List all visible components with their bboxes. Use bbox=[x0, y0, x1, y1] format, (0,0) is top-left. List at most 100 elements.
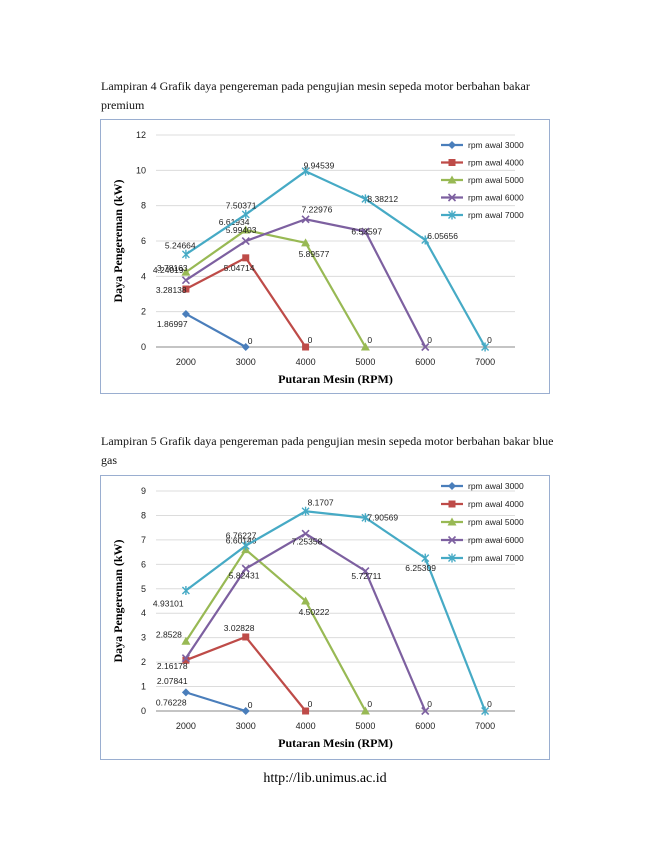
data-label: 6.60148 bbox=[226, 536, 257, 546]
data-point bbox=[181, 276, 190, 285]
legend-item: rpm awal 4000 bbox=[441, 499, 524, 509]
caption-lampiran-5: Lampiran 5 Grafik daya pengereman pada p… bbox=[101, 434, 554, 467]
y-tick-label: 4 bbox=[141, 271, 146, 281]
y-tick-label: 1 bbox=[141, 682, 146, 692]
y-tick-label: 12 bbox=[136, 130, 146, 140]
y-tick-label: 5 bbox=[141, 584, 146, 594]
y-tick-label: 10 bbox=[136, 165, 146, 175]
data-label: 1.86997 bbox=[157, 319, 188, 329]
y-tick-label: 2 bbox=[141, 657, 146, 667]
legend-item: rpm awal 3000 bbox=[441, 140, 524, 150]
data-point bbox=[241, 237, 250, 246]
series-line bbox=[185, 510, 487, 712]
y-tick-label: 6 bbox=[141, 236, 146, 246]
y-axis-title: Daya Pengereman (kW) bbox=[111, 539, 125, 662]
x-tick-label: 3000 bbox=[236, 721, 256, 731]
data-label: 0 bbox=[427, 699, 432, 709]
data-label: 8.1707 bbox=[308, 497, 334, 507]
data-point bbox=[481, 706, 490, 716]
data-label: 3.02828 bbox=[224, 623, 255, 633]
series-3 bbox=[181, 215, 430, 352]
data-point bbox=[181, 636, 191, 645]
footer-url: http://lib.unimus.ac.id bbox=[263, 771, 387, 786]
series-0 bbox=[181, 688, 250, 715]
data-point bbox=[301, 529, 310, 538]
legend-marker bbox=[448, 500, 456, 508]
y-tick-label: 3 bbox=[141, 633, 146, 643]
legend-label: rpm awal 6000 bbox=[468, 193, 524, 203]
data-label: 0 bbox=[308, 699, 313, 709]
legend-item: rpm awal 6000 bbox=[441, 535, 524, 545]
data-label: 0 bbox=[308, 335, 313, 345]
data-label: 0 bbox=[487, 335, 492, 345]
legend-label: rpm awal 3000 bbox=[468, 481, 524, 491]
legend-marker bbox=[448, 482, 456, 490]
data-point bbox=[360, 706, 370, 715]
data-point bbox=[301, 238, 311, 247]
data-point bbox=[181, 688, 190, 697]
legend-label: rpm awal 5000 bbox=[468, 517, 524, 527]
y-tick-label: 0 bbox=[141, 342, 146, 352]
data-point bbox=[421, 342, 430, 352]
y-tick-label: 0 bbox=[141, 706, 146, 716]
series-2 bbox=[181, 545, 370, 715]
legend-item: rpm awal 6000 bbox=[441, 193, 524, 203]
x-tick-label: 5000 bbox=[355, 721, 375, 731]
series-line bbox=[185, 691, 247, 713]
legend-item: rpm awal 7000 bbox=[441, 553, 524, 563]
legend-label: rpm awal 5000 bbox=[468, 175, 524, 185]
data-point bbox=[360, 342, 370, 351]
chart-lampiran-5: 0 1 2 3 4 5 6 7 8 9 2000 3000 4000 5000 6000 7000 Putara… bbox=[100, 475, 550, 760]
legend-marker bbox=[448, 141, 456, 149]
data-point bbox=[301, 596, 311, 605]
chart-lampiran-4-svg: 0 2 4 6 8 10 12 2000 3000 4000 5000 6000 7000 Putaran… bbox=[111, 130, 524, 386]
data-label: 7.50371 bbox=[226, 200, 257, 210]
data-point bbox=[421, 706, 430, 716]
data-label: 9.94539 bbox=[304, 160, 335, 170]
data-label: 7.25358 bbox=[292, 537, 323, 547]
series-4 bbox=[181, 506, 490, 716]
data-point bbox=[302, 343, 310, 351]
legend-marker bbox=[448, 210, 456, 220]
data-label: 3.78163 bbox=[157, 263, 188, 273]
y-tick-label: 8 bbox=[141, 201, 146, 211]
series-line bbox=[185, 532, 427, 712]
legend-marker bbox=[447, 193, 457, 202]
data-point bbox=[241, 707, 250, 715]
data-label: 3.28138 bbox=[156, 285, 187, 295]
series-line bbox=[185, 228, 367, 348]
series-1 bbox=[182, 633, 310, 715]
series-line bbox=[185, 313, 247, 348]
legend-marker bbox=[448, 553, 456, 563]
y-tick-label: 6 bbox=[141, 559, 146, 569]
data-label: 5.82431 bbox=[229, 571, 260, 581]
data-point bbox=[481, 342, 490, 352]
caption-lampiran-4: Lampiran 4 Grafik daya pengereman pada p… bbox=[101, 79, 530, 112]
legend-item: rpm awal 4000 bbox=[441, 158, 524, 168]
data-label: 0 bbox=[367, 335, 372, 345]
x-tick-label: 2000 bbox=[176, 357, 196, 367]
series-0 bbox=[181, 309, 250, 351]
data-point bbox=[242, 633, 250, 641]
data-label: 0 bbox=[487, 699, 492, 709]
legend-label: rpm awal 6000 bbox=[468, 535, 524, 545]
data-label: 7.22976 bbox=[302, 204, 333, 214]
y-tick-label: 4 bbox=[141, 608, 146, 618]
data-point bbox=[301, 506, 310, 516]
x-axis-title: Putaran Mesin (RPM) bbox=[278, 372, 393, 386]
data-point bbox=[301, 166, 310, 176]
series-line bbox=[184, 547, 367, 712]
data-label: 4.93101 bbox=[153, 598, 184, 608]
data-point bbox=[241, 225, 251, 234]
data-point bbox=[181, 585, 190, 595]
data-label: 5.89577 bbox=[299, 249, 330, 259]
legend-marker bbox=[447, 535, 457, 545]
x-tick-label: 5000 bbox=[355, 357, 375, 367]
data-point bbox=[301, 215, 310, 224]
data-point bbox=[421, 235, 430, 245]
x-tick-label: 7000 bbox=[475, 357, 495, 367]
data-point bbox=[302, 707, 310, 715]
data-label: 0 bbox=[427, 335, 432, 345]
legend-label: rpm awal 7000 bbox=[468, 553, 524, 563]
data-point bbox=[361, 227, 370, 236]
